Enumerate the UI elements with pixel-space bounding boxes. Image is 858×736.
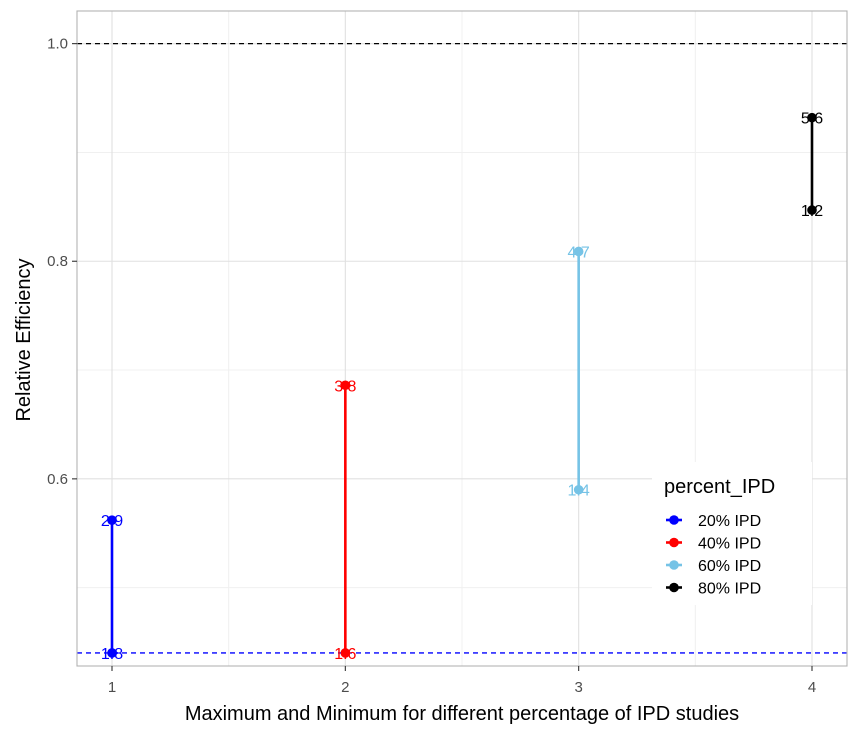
data-point — [573, 484, 584, 495]
legend-label: 60% IPD — [698, 558, 761, 575]
point-label: 1:8 — [101, 646, 123, 663]
x-tick-label: 2 — [341, 679, 349, 696]
legend-label: 20% IPD — [698, 513, 761, 530]
legend-key-point — [669, 582, 679, 593]
data-point — [340, 380, 351, 391]
legend-key-point — [669, 515, 679, 525]
panel-border — [76, 10, 848, 667]
reference-lines — [77, 42, 847, 654]
x-tick-label: 1 — [108, 679, 116, 696]
data-point — [107, 515, 117, 526]
point-label: 1:6 — [334, 646, 356, 663]
legend-label: 80% IPD — [698, 581, 761, 598]
data-point — [107, 648, 117, 658]
y-tick-label: 1.0 — [47, 36, 68, 53]
point-label: 5:6 — [801, 111, 823, 128]
legend-title: percent_IPD — [664, 476, 775, 498]
series: 1:8 2:9 1:6 3:8 1:4 4:7 1:2 5:6 — [101, 111, 823, 663]
point-label: 3:8 — [334, 378, 356, 395]
point-label: 4:7 — [568, 244, 590, 261]
data-point — [807, 112, 817, 123]
y-axis-title: Relative Efficiency — [13, 258, 35, 421]
legend-key-point — [669, 560, 679, 570]
point-label: 1:4 — [568, 483, 590, 500]
axes: 1 2 3 4 0.6 0.8 1.0 — [47, 36, 816, 696]
point-label: 1:2 — [801, 203, 823, 220]
y-tick-label: 0.8 — [47, 253, 68, 270]
x-axis-title: Maximum and Minimum for different percen… — [185, 703, 739, 725]
point-label: 2:9 — [101, 513, 123, 530]
data-point — [573, 246, 584, 257]
y-tick-label: 0.6 — [47, 471, 68, 488]
data-point — [807, 205, 817, 215]
legend-label: 40% IPD — [698, 536, 761, 553]
x-tick-label: 3 — [574, 679, 582, 696]
legend-key-point — [669, 537, 679, 548]
legend: percent_IPD 20% IPD 40% IPD 60% IPD 80% IPD — [652, 462, 812, 605]
data-point — [340, 648, 351, 658]
x-tick-label: 4 — [808, 679, 816, 696]
legend-background — [652, 462, 812, 605]
